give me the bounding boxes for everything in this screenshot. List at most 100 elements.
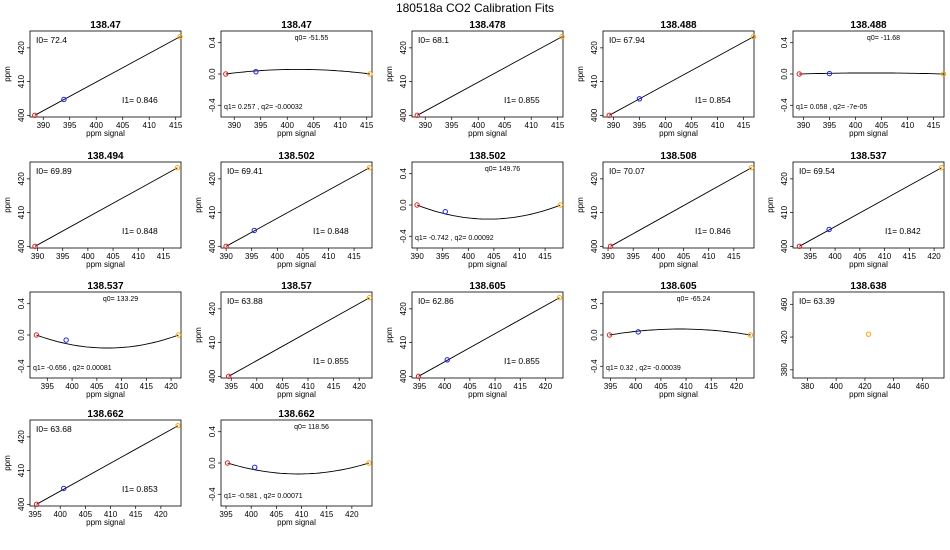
- q1-q2-label: q1= -0.742 , q2= 0.00092: [415, 235, 494, 242]
- y-axis-label: ppm: [576, 197, 585, 213]
- data-point: [559, 34, 565, 40]
- x-tick-label: 400: [271, 252, 285, 261]
- y-tick-label: 0.4: [399, 168, 408, 180]
- x-tick-label: 405: [106, 252, 120, 261]
- data-point: [366, 460, 372, 466]
- x-tick-label: 390: [601, 252, 615, 261]
- x-tick-label: 405: [276, 382, 290, 391]
- data-point: [747, 332, 754, 338]
- panel-title: 138.537: [87, 281, 124, 292]
- fit-curve: [799, 72, 944, 75]
- x-tick-label: 415: [327, 382, 341, 391]
- y-tick-label: 0.4: [208, 426, 217, 438]
- y-tick-label: 410: [590, 74, 599, 88]
- data-point: [251, 227, 257, 234]
- x-axis-label: ppm signal: [659, 260, 698, 269]
- y-tick-label: 380: [780, 363, 789, 377]
- y-axis-label: ppm: [385, 66, 394, 82]
- y-axis-label: ppm: [194, 197, 203, 213]
- y-tick-label: 420: [590, 172, 599, 186]
- x-tick-label: 395: [604, 382, 618, 391]
- data-point: [607, 243, 614, 250]
- x-tick-label: 400: [829, 382, 843, 391]
- x-tick-label: 410: [488, 382, 502, 391]
- x-tick-label: 415: [129, 510, 143, 519]
- x-tick-label: 400: [438, 382, 452, 391]
- x-tick-label: 395: [823, 121, 837, 130]
- panel-title: 138.47: [90, 20, 121, 31]
- data-point: [63, 337, 69, 343]
- y-tick-label: 420: [780, 172, 789, 186]
- x-tick-label: 400: [245, 510, 259, 519]
- data-point: [32, 112, 38, 119]
- x-tick-label: 395: [413, 382, 427, 391]
- data-point: [225, 373, 232, 380]
- x-tick-label: 405: [853, 252, 867, 261]
- panel-title: 138.605: [660, 281, 697, 292]
- x-axis-label: ppm signal: [86, 518, 125, 527]
- x-axis-label: ppm signal: [659, 129, 698, 138]
- fit-line: [34, 167, 178, 247]
- fit-curve: [225, 68, 370, 75]
- x-tick-label: 410: [143, 121, 157, 130]
- intercept-label: I0= 63.88: [227, 296, 263, 306]
- data-point: [796, 243, 803, 250]
- fit-line: [36, 425, 179, 505]
- data-point: [223, 71, 229, 77]
- x-tick-label: 405: [685, 121, 699, 130]
- x-tick-label: 405: [875, 121, 889, 130]
- fit-line: [225, 167, 370, 247]
- q1-q2-label: q1= 0.058 , q2= -7e-05: [796, 104, 867, 111]
- plot-frame: [220, 161, 373, 249]
- slope-label: I1= 0.855: [504, 95, 540, 105]
- x-tick-label: 405: [463, 382, 477, 391]
- data-point: [33, 501, 40, 508]
- slope-label: I1= 0.854: [695, 95, 731, 105]
- x-tick-label: 405: [307, 121, 321, 130]
- y-tick-label: 410: [780, 205, 789, 219]
- x-tick-label: 420: [927, 252, 941, 261]
- y-tick-label: 0.0: [208, 457, 217, 469]
- y-tick-label: 410: [590, 205, 599, 219]
- fit-line: [799, 167, 942, 247]
- slope-label: I1= 0.848: [313, 226, 349, 236]
- x-axis-label: ppm signal: [468, 390, 507, 399]
- y-tick-label: 410: [399, 74, 408, 88]
- x-tick-label: 415: [140, 382, 154, 391]
- x-tick-label: 410: [132, 252, 146, 261]
- y-tick-label: 410: [208, 205, 217, 219]
- panel-10: 138.537 395 400 405 410 415 420 400 410 420 ppm si…: [766, 151, 945, 269]
- x-tick-label: 420: [539, 382, 553, 391]
- x-tick-label: 405: [116, 121, 130, 130]
- y-tick-label: 400: [208, 239, 217, 253]
- panel-title: 138.488: [850, 20, 887, 31]
- x-tick-label: 415: [360, 121, 374, 130]
- x-axis-label: ppm signal: [277, 260, 316, 269]
- x-tick-label: 415: [169, 121, 183, 130]
- y-tick-label: 400: [17, 497, 26, 511]
- slope-label: I1= 0.846: [695, 226, 731, 236]
- panel-title: 138.488: [660, 20, 697, 31]
- intercept-label: I0= 63.68: [36, 424, 72, 434]
- x-tick-label: 380: [801, 382, 815, 391]
- panel-2: 138.47 390 395 400 405 410 415 -0.4 0.0 0.4 ppm si…: [208, 20, 374, 138]
- y-axis-label: ppm: [3, 197, 12, 213]
- data-point: [557, 202, 564, 208]
- y-tick-label: 400: [590, 108, 599, 122]
- plot-frame: [411, 30, 564, 118]
- x-tick-label: 410: [679, 382, 693, 391]
- panel-12: 138.57 395 400 405 410 415 420 400 410 420 ppm sig…: [194, 281, 373, 399]
- data-point: [223, 243, 229, 250]
- x-tick-label: 460: [916, 382, 930, 391]
- x-axis-label: ppm signal: [277, 129, 316, 138]
- x-tick-label: 420: [730, 382, 744, 391]
- x-tick-label: 405: [677, 252, 691, 261]
- panel-13: 138.605 395 400 405 410 415 420 400 410 420 ppm si…: [385, 281, 564, 399]
- x-tick-label: 395: [245, 252, 259, 261]
- data-point: [61, 485, 67, 492]
- y-tick-label: 420: [17, 41, 26, 55]
- y-tick-label: -0.4: [780, 98, 789, 112]
- panel-title: 138.478: [469, 20, 506, 31]
- y-tick-label: 0.0: [17, 329, 26, 341]
